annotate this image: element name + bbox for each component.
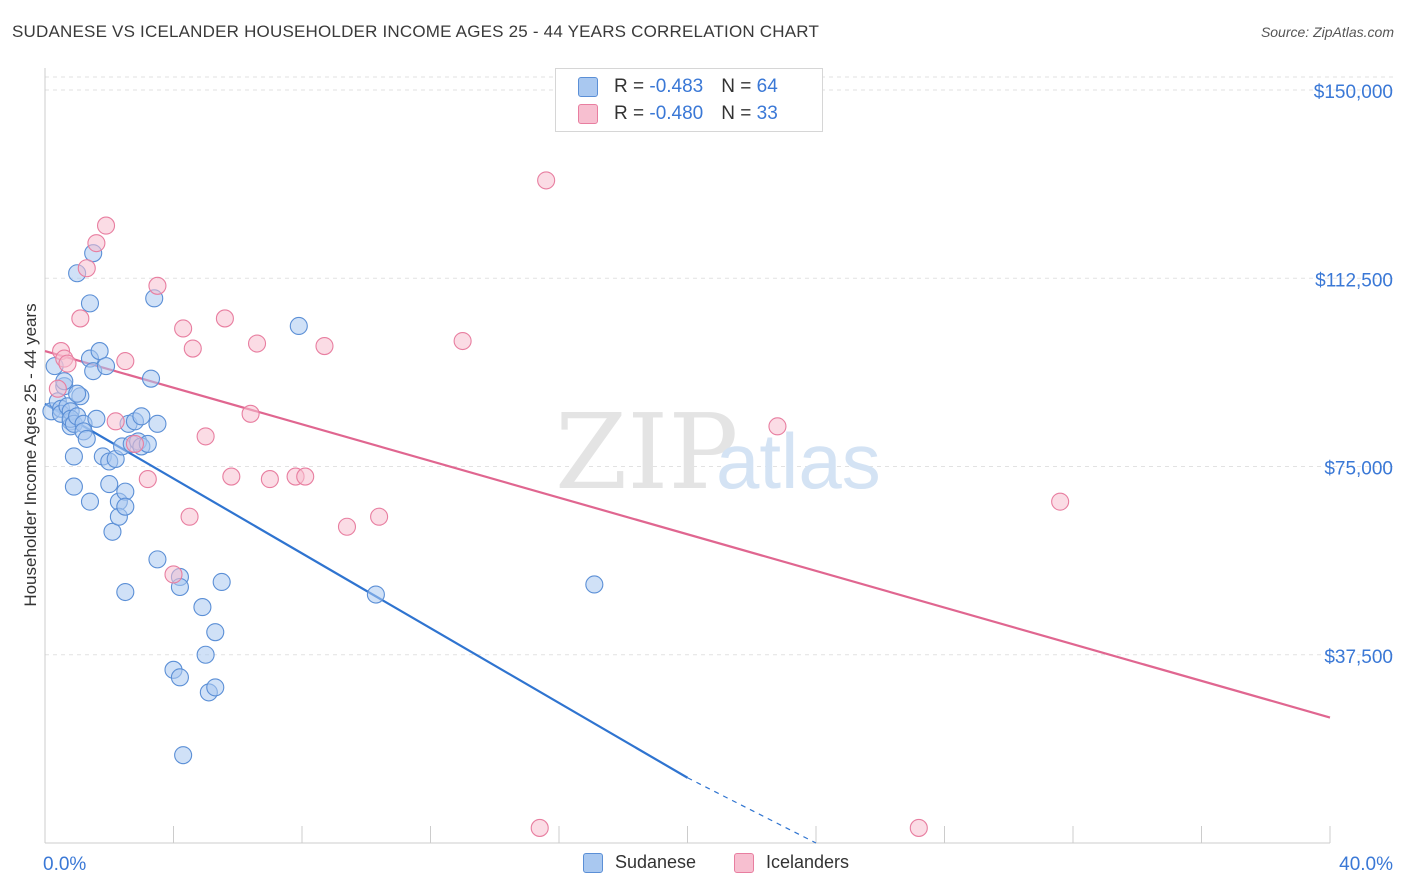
watermark: ZIP atlas [555, 391, 881, 513]
icelander-point [909, 818, 928, 837]
sudanese-point [193, 598, 212, 617]
legend-row-sudanese: R = -0.483 N = 64 [578, 75, 778, 99]
sudanese-swatch [583, 852, 603, 873]
sudanese-point [170, 668, 189, 687]
icelander-point [164, 565, 183, 584]
icelander-point [215, 309, 234, 328]
legend-item-icelanders: Icelanders [734, 852, 849, 873]
y-tick-label: $37,500 [1324, 647, 1393, 668]
icelander-point [87, 234, 106, 253]
legend-n-label: N = [721, 76, 757, 97]
legend-sudanese-label: Sudanese [615, 852, 697, 872]
icelander-point [48, 379, 67, 398]
icelander-point [116, 352, 135, 371]
data-points [42, 171, 1070, 837]
sudanese-point [116, 482, 135, 501]
icelanders-swatch [734, 852, 754, 873]
icelander-point [337, 517, 357, 536]
sudanese-point [96, 357, 116, 376]
sudanese-point [64, 477, 83, 496]
icelander-point [180, 507, 199, 526]
icelander-point [537, 171, 556, 190]
series-legend: Sudanese Icelanders [0, 852, 1406, 878]
sudanese-point [64, 447, 83, 466]
icelander-point [71, 309, 90, 328]
sudanese-trend-line [44, 402, 689, 779]
watermark-atlas: atlas [716, 417, 881, 505]
sudanese-point [141, 369, 161, 388]
icelander-point [96, 216, 116, 235]
icelander-point [370, 507, 389, 526]
sudanese-point [206, 678, 225, 697]
legend-r-label: R = [614, 103, 650, 124]
icelander-point [260, 470, 279, 489]
legend-item-sudanese: Sudanese [583, 852, 696, 873]
sudanese-point [68, 384, 87, 403]
sudanese-point [90, 342, 109, 361]
legend-n-value: 33 [756, 103, 778, 124]
legend-r-label: R = [614, 76, 650, 97]
legend-n-value: 64 [756, 76, 778, 97]
icelanders-swatch [578, 104, 598, 124]
y-axis-label: Householder Income Ages 25 - 44 years [21, 303, 40, 606]
y-tick-label: $75,000 [1324, 459, 1393, 480]
sudanese-trend-extension [687, 777, 817, 844]
sudanese-point [116, 497, 135, 516]
x-tick-label: 40.0% [1339, 854, 1393, 875]
source-credit: Source: ZipAtlas.com [1260, 24, 1394, 40]
grid-lines [45, 76, 1395, 656]
sudanese-point [212, 572, 231, 592]
legend-r-value: -0.483 [649, 76, 704, 97]
sudanese-point [132, 407, 151, 426]
icelander-point [148, 276, 167, 295]
legend-r-value: -0.480 [649, 103, 704, 124]
correlation-legend: R = -0.483 N = 64 R = -0.480 N = 33 [555, 68, 823, 132]
legend-icelanders-label: Icelanders [766, 852, 850, 872]
sudanese-point [77, 429, 96, 448]
watermark-zip: ZIP [555, 391, 738, 513]
chart-title: SUDANESE VS ICELANDER HOUSEHOLDER INCOME… [12, 22, 820, 41]
icelander-point [125, 434, 144, 453]
tick-labels: $37,500 $75,000 $112,500 $150,000 0.0% 40.0% [43, 82, 1393, 875]
sudanese-point [80, 492, 100, 511]
icelander-point [196, 427, 215, 446]
icelander-point [768, 417, 787, 436]
icelander-point [138, 470, 157, 489]
sudanese-point [206, 623, 225, 642]
sudanese-point [116, 582, 135, 602]
sudanese-point [196, 645, 215, 664]
sudanese-point [87, 409, 106, 428]
y-tick-label: $112,500 [1315, 270, 1393, 291]
sudanese-point [80, 294, 100, 313]
icelander-point [183, 339, 202, 358]
legend-n-label: N = [721, 103, 757, 124]
icelander-point [174, 319, 193, 338]
icelander-point [106, 412, 125, 431]
sudanese-point [148, 550, 167, 569]
legend-row-icelanders: R = -0.480 N = 33 [578, 102, 778, 126]
sudanese-point [174, 746, 193, 765]
icelander-point [530, 818, 549, 837]
sudanese-point [100, 475, 119, 494]
sudanese-point [585, 575, 604, 594]
icelander-point [247, 334, 267, 353]
sudanese-point [103, 522, 122, 541]
icelander-point [1051, 492, 1070, 511]
icelander-point [241, 404, 260, 423]
sudanese-point [366, 585, 385, 604]
sudanese-swatch [578, 77, 598, 97]
icelander-point [58, 354, 77, 373]
x-tick-label: 0.0% [43, 854, 86, 875]
icelander-point [453, 331, 472, 351]
icelander-point [77, 259, 96, 278]
axes [44, 68, 1331, 844]
icelander-point [222, 467, 241, 486]
sudanese-point [148, 414, 167, 433]
icelander-point [315, 336, 334, 356]
icelander-point [296, 467, 315, 486]
sudanese-point [289, 316, 308, 336]
y-tick-label: $150,000 [1314, 82, 1393, 103]
